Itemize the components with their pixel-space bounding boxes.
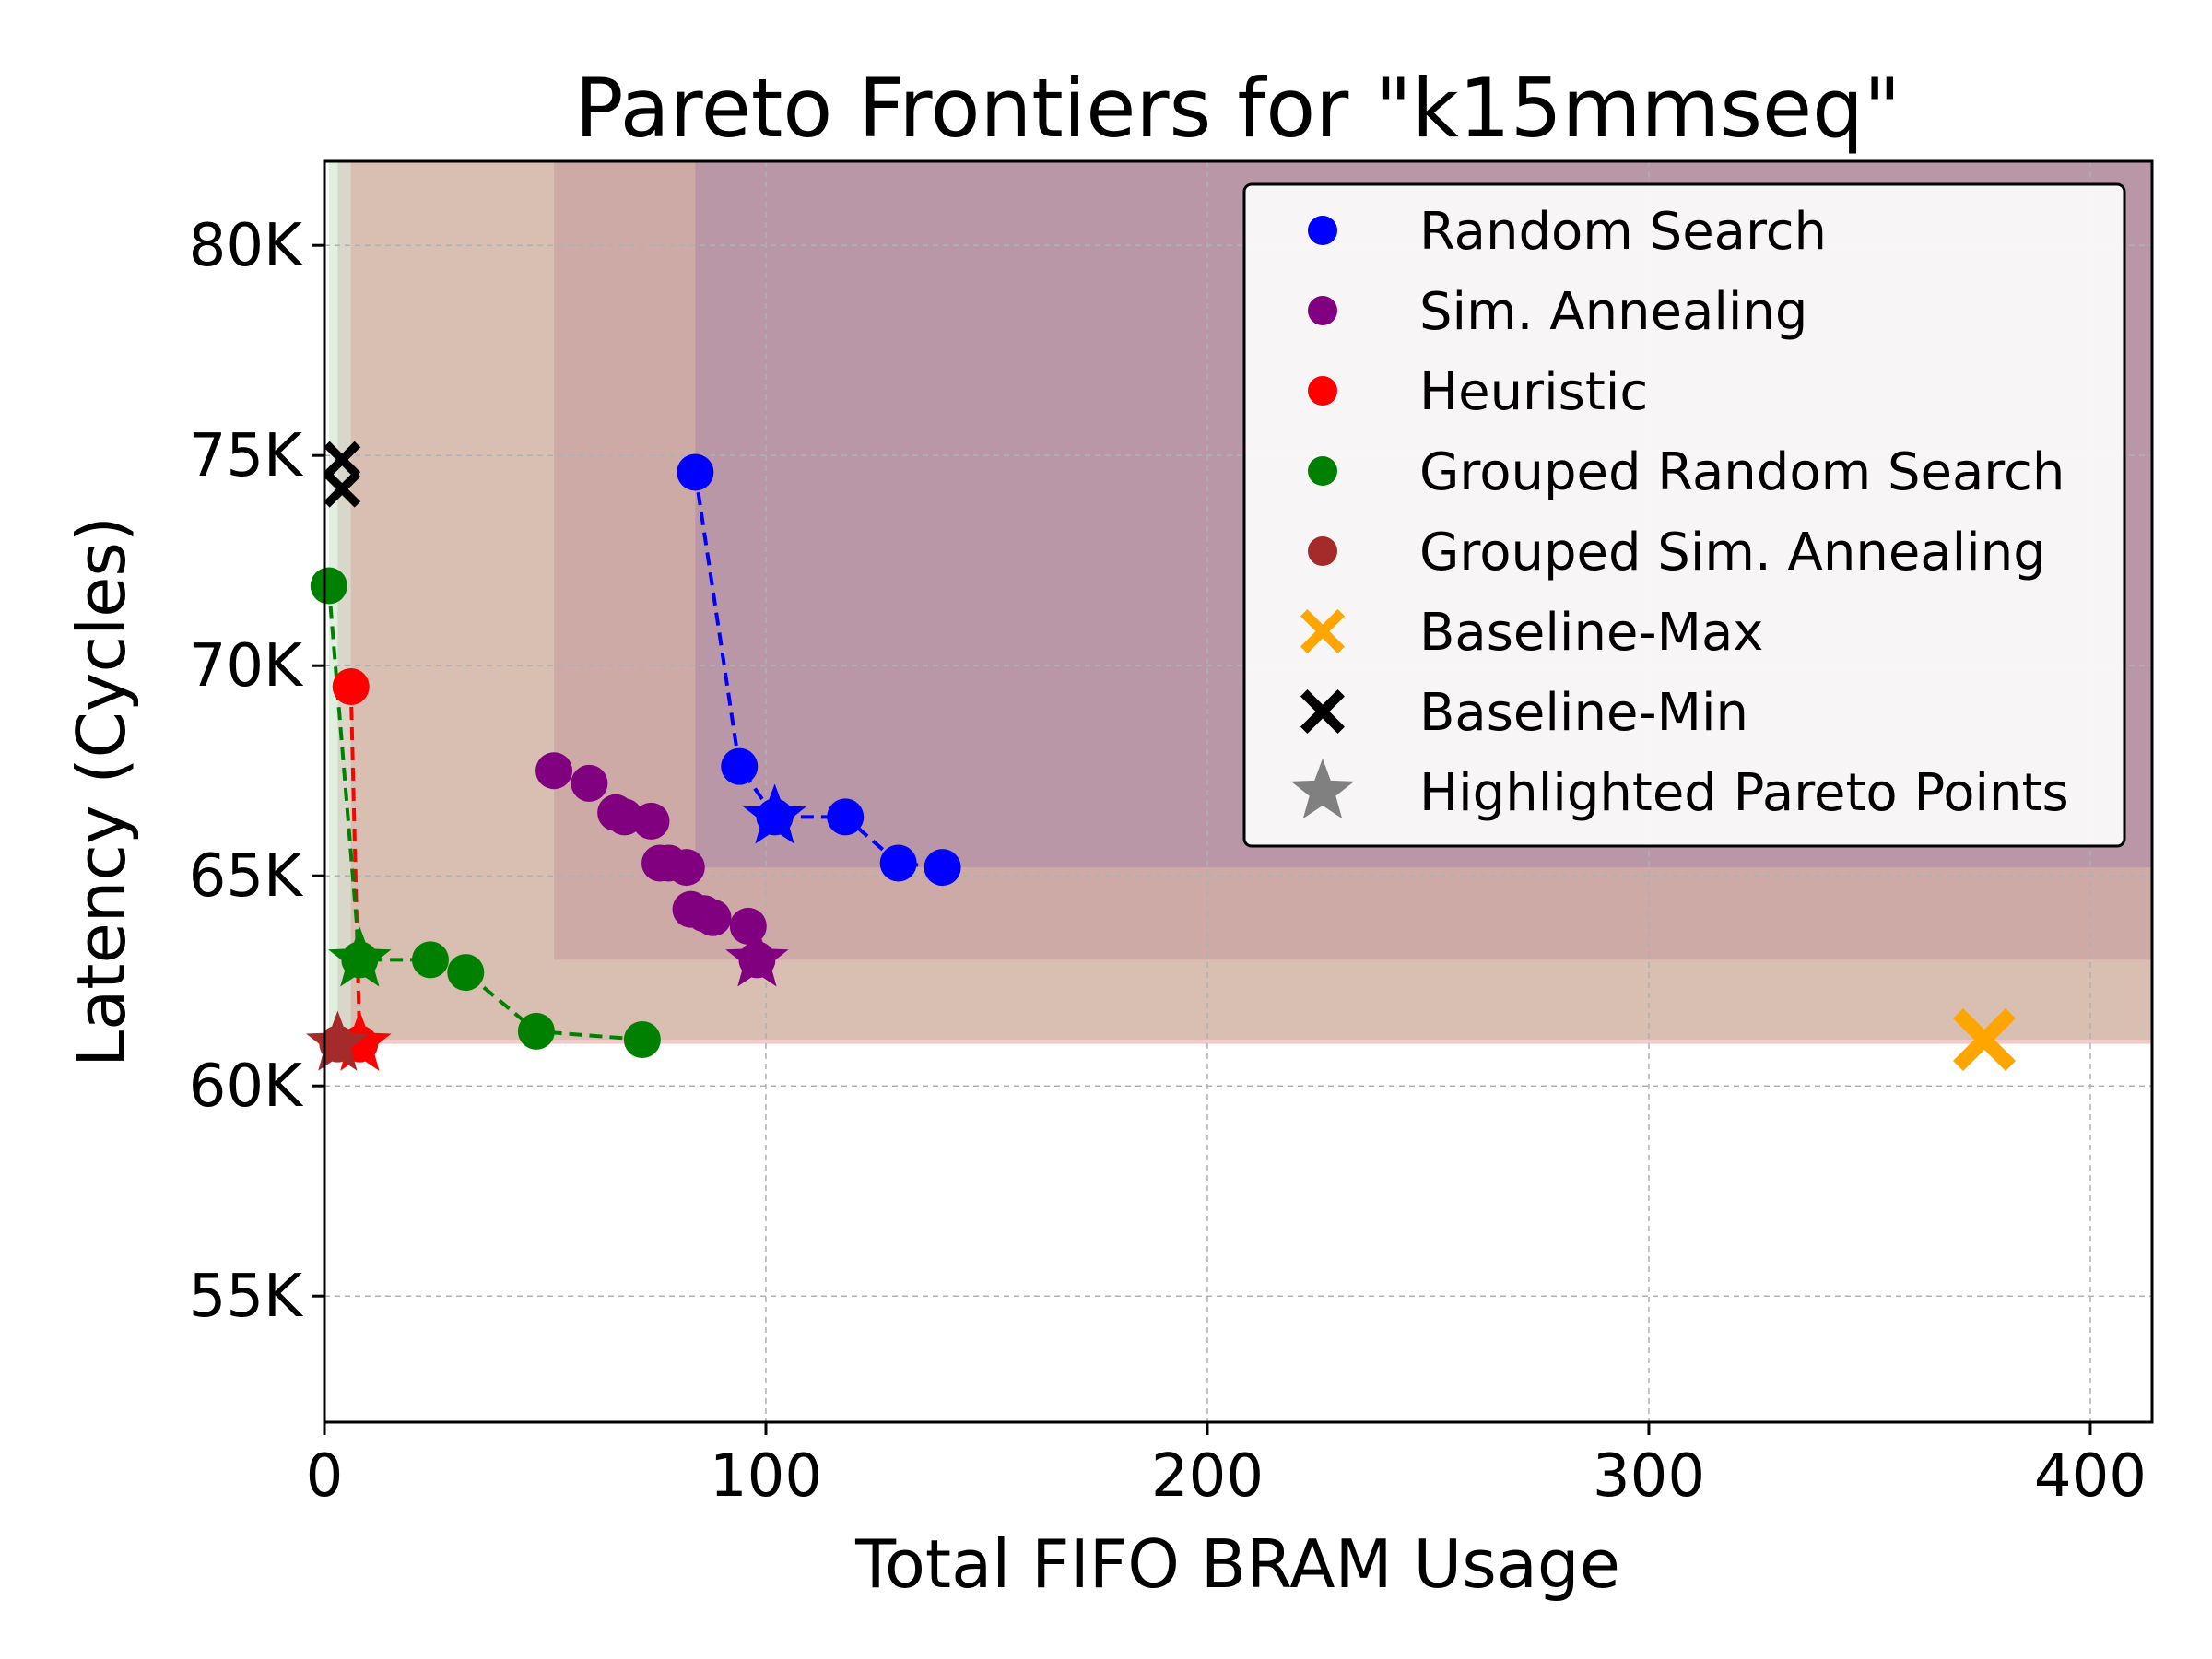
data-point-grouped-random-search xyxy=(623,1021,661,1059)
legend: Random Search Sim. Annealing Heuristic Grou… xyxy=(1242,182,2126,848)
x-axis-ticks: 0 100 200 300 400 xyxy=(306,1422,2147,1511)
legend-marker-grouped-sim-annealing xyxy=(1308,536,1337,566)
legend-marker-grouped-random-search xyxy=(1308,456,1337,486)
y-tick-label: 75K xyxy=(189,422,304,490)
data-points xyxy=(310,453,961,1063)
data-point-grouped-random-search xyxy=(310,567,347,605)
baseline-markers xyxy=(324,441,2016,1072)
data-point-random-search xyxy=(879,844,917,882)
legend-label-highlighted-pareto-points: Highlighted Pareto Points xyxy=(1419,763,2069,823)
data-point-grouped-random-search xyxy=(517,1012,555,1050)
highlight-star-random-search xyxy=(743,783,806,844)
baseline-marker-baseline-max xyxy=(1952,1008,2016,1072)
legend-label-sim-annealing: Sim. Annealing xyxy=(1419,282,1807,342)
data-point-sim-annealing xyxy=(667,849,705,887)
legend-box xyxy=(1242,182,2126,848)
data-point-grouped-random-search xyxy=(411,941,449,979)
data-point-heuristic xyxy=(332,668,370,705)
baseline-marker-baseline-min xyxy=(324,470,361,508)
baseline-marker-baseline-min xyxy=(324,441,361,478)
y-tick-label: 80K xyxy=(189,212,304,280)
y-axis-label: Latency (Cycles) xyxy=(63,516,140,1067)
data-point-sim-annealing xyxy=(571,764,608,802)
data-point-grouped-random-search xyxy=(447,954,485,992)
data-point-random-search xyxy=(677,453,714,491)
legend-marker-highlighted-pareto-points xyxy=(1290,759,1355,819)
plot-frame xyxy=(323,159,2154,1424)
y-tick-label: 65K xyxy=(189,842,304,911)
highlight-star-sim-annealing xyxy=(725,926,789,987)
x-tick-label: 200 xyxy=(1151,1442,1264,1511)
legend-label-grouped-sim-annealing: Grouped Sim. Annealing xyxy=(1419,523,2046,582)
legend-marker-heuristic xyxy=(1308,376,1337,406)
legend-marker-baseline-max xyxy=(1300,609,1345,653)
legend-label-baseline-max: Baseline-Max xyxy=(1419,603,1763,663)
legend-marker-sim-annealing xyxy=(1308,296,1337,325)
highlighted-pareto-points xyxy=(306,783,806,1071)
x-axis-label: Total FIFO BRAM Usage xyxy=(854,1525,1620,1603)
x-tick-label: 0 xyxy=(306,1442,344,1511)
legend-marker-baseline-min xyxy=(1300,689,1345,734)
y-tick-label: 60K xyxy=(189,1053,304,1121)
y-tick-label: 55K xyxy=(189,1263,304,1331)
data-point-random-search xyxy=(924,849,961,887)
legend-label-heuristic: Heuristic xyxy=(1419,362,1648,422)
data-point-random-search xyxy=(827,798,865,836)
legend-label-baseline-min: Baseline-Min xyxy=(1419,683,1748,743)
x-tick-label: 100 xyxy=(710,1442,822,1511)
highlight-star-grouped-random-search xyxy=(328,926,392,987)
data-point-random-search xyxy=(721,747,759,785)
x-tick-label: 300 xyxy=(1593,1442,1705,1511)
chart-title: Pareto Frontiers for "k15mmseq" xyxy=(574,61,1900,156)
legend-label-random-search: Random Search xyxy=(1419,202,1827,262)
x-tick-label: 400 xyxy=(2034,1442,2147,1511)
legend-label-grouped-random-search: Grouped Random Search xyxy=(1419,442,2065,502)
legend-marker-random-search xyxy=(1308,216,1337,245)
y-tick-label: 70K xyxy=(189,632,304,700)
y-axis-ticks: 55K 60K 65K 70K 75K 80K xyxy=(189,212,324,1331)
highlight-star-grouped-sim-annealing xyxy=(306,1010,370,1071)
data-point-sim-annealing xyxy=(535,752,573,790)
data-point-sim-annealing xyxy=(632,802,670,840)
data-point-sim-annealing xyxy=(694,899,732,936)
